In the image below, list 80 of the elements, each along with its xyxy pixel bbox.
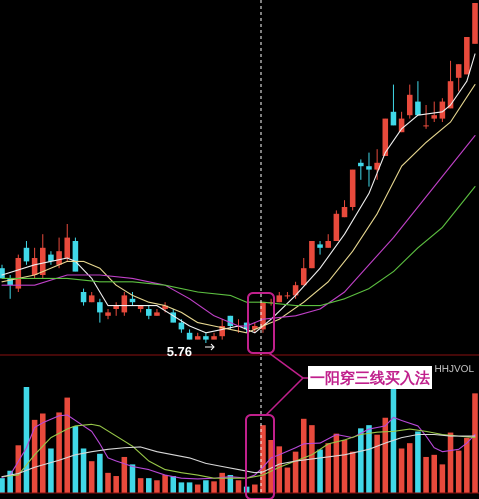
bar bbox=[236, 480, 242, 493]
candlestick bbox=[431, 101, 437, 122]
candlestick bbox=[423, 104, 429, 130]
bar bbox=[154, 480, 160, 493]
bar bbox=[40, 414, 46, 493]
bar bbox=[130, 464, 136, 493]
bar bbox=[300, 418, 307, 493]
text: HHJVOL bbox=[434, 364, 474, 375]
candlestick bbox=[0, 264, 5, 279]
candlestick bbox=[300, 258, 307, 286]
candlestick bbox=[48, 250, 54, 266]
candlestick bbox=[456, 64, 462, 92]
text: 5.76 bbox=[166, 344, 192, 359]
bar bbox=[276, 446, 282, 493]
bar bbox=[423, 456, 429, 493]
bar bbox=[122, 456, 128, 493]
bar bbox=[0, 478, 5, 493]
bar bbox=[97, 454, 103, 493]
bar bbox=[48, 448, 54, 493]
bar bbox=[358, 428, 364, 493]
candlestick bbox=[97, 298, 103, 324]
bar bbox=[72, 426, 78, 493]
bar bbox=[162, 474, 168, 493]
bar bbox=[113, 476, 119, 493]
bar bbox=[472, 393, 478, 493]
bar bbox=[309, 425, 315, 493]
candlestick bbox=[130, 292, 136, 306]
bar bbox=[252, 484, 258, 493]
bar bbox=[138, 478, 144, 493]
candlestick bbox=[146, 305, 152, 320]
callout-label: 一阳穿三线买入法 bbox=[308, 366, 432, 389]
candlestick bbox=[64, 224, 70, 262]
candlestick bbox=[406, 84, 413, 120]
bar bbox=[406, 443, 413, 493]
bar bbox=[146, 478, 152, 493]
bar bbox=[194, 484, 200, 493]
bar bbox=[284, 468, 290, 493]
bar bbox=[456, 450, 462, 493]
bar bbox=[203, 480, 209, 493]
bar bbox=[24, 387, 30, 493]
bar bbox=[88, 461, 94, 493]
bar bbox=[325, 443, 331, 493]
bar bbox=[382, 418, 388, 493]
candlestick bbox=[80, 288, 86, 306]
candlestick bbox=[325, 234, 331, 248]
bar bbox=[415, 432, 421, 493]
bar bbox=[431, 454, 437, 493]
bar bbox=[334, 434, 340, 493]
candlestick bbox=[178, 318, 184, 334]
bar bbox=[398, 448, 404, 493]
bar bbox=[448, 432, 454, 493]
bar bbox=[350, 452, 356, 493]
candlestick bbox=[415, 80, 421, 116]
bar bbox=[390, 388, 396, 493]
bar bbox=[374, 434, 380, 493]
candlestick bbox=[203, 332, 209, 344]
bar bbox=[186, 482, 192, 493]
bar bbox=[317, 450, 323, 493]
candlestick bbox=[366, 152, 372, 188]
bar bbox=[342, 440, 348, 493]
bar bbox=[440, 464, 446, 493]
bar bbox=[32, 420, 38, 493]
bar bbox=[178, 482, 184, 493]
bar bbox=[80, 448, 86, 493]
candlestick bbox=[390, 84, 396, 126]
candlestick bbox=[292, 281, 298, 300]
bar bbox=[64, 398, 70, 493]
bar bbox=[464, 438, 470, 493]
candlestick bbox=[24, 240, 30, 266]
bar bbox=[292, 452, 298, 493]
bar bbox=[105, 472, 111, 493]
bar bbox=[56, 412, 62, 493]
candlestick bbox=[122, 292, 128, 316]
bar bbox=[211, 481, 217, 493]
bar bbox=[170, 476, 176, 493]
candlestick bbox=[440, 98, 446, 122]
candlestick bbox=[342, 200, 348, 218]
bar bbox=[366, 425, 372, 493]
candlestick bbox=[317, 240, 323, 256]
candlestick bbox=[105, 308, 111, 320]
